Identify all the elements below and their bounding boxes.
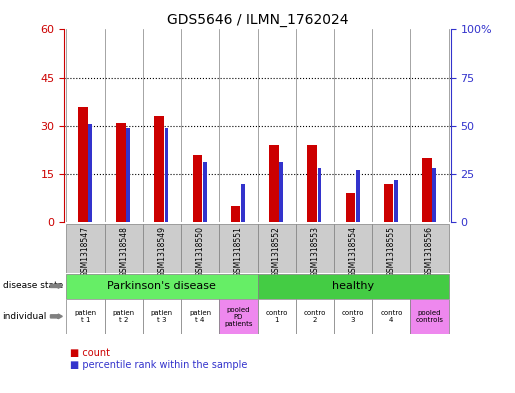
Bar xyxy=(219,224,258,273)
Text: disease state: disease state xyxy=(3,281,63,290)
Bar xyxy=(193,154,202,222)
Bar xyxy=(88,124,92,222)
Text: contro
1: contro 1 xyxy=(265,310,288,323)
Bar xyxy=(126,128,130,222)
Bar xyxy=(66,224,105,273)
Text: GSM1318550: GSM1318550 xyxy=(196,226,204,277)
Text: contro
4: contro 4 xyxy=(380,310,403,323)
Bar xyxy=(78,107,88,222)
Bar xyxy=(269,145,279,222)
Text: GSM1318549: GSM1318549 xyxy=(158,226,166,277)
Bar xyxy=(203,162,207,222)
Bar xyxy=(296,299,334,334)
Text: individual: individual xyxy=(3,312,47,321)
Title: GDS5646 / ILMN_1762024: GDS5646 / ILMN_1762024 xyxy=(167,13,348,27)
Bar xyxy=(241,184,245,222)
Bar xyxy=(307,145,317,222)
Bar xyxy=(334,224,372,273)
Text: contro
3: contro 3 xyxy=(342,310,364,323)
Text: patien
t 2: patien t 2 xyxy=(113,310,135,323)
Bar xyxy=(296,224,334,273)
Bar xyxy=(258,299,296,334)
Bar xyxy=(384,184,393,222)
Text: patien
t 4: patien t 4 xyxy=(189,310,211,323)
Bar xyxy=(105,224,143,273)
Bar xyxy=(154,116,164,222)
Text: GSM1318551: GSM1318551 xyxy=(234,226,243,277)
Bar xyxy=(334,299,372,334)
Bar xyxy=(432,168,436,222)
Text: ■ percentile rank within the sample: ■ percentile rank within the sample xyxy=(70,360,247,369)
Text: GSM1318555: GSM1318555 xyxy=(387,226,396,277)
Bar xyxy=(181,299,219,334)
Bar xyxy=(422,158,432,222)
Text: contro
2: contro 2 xyxy=(304,310,326,323)
Bar xyxy=(258,274,449,299)
Bar xyxy=(318,168,321,222)
Bar xyxy=(66,299,105,334)
Text: GSM1318556: GSM1318556 xyxy=(425,226,434,277)
Bar xyxy=(410,299,449,334)
Bar xyxy=(231,206,241,222)
Bar xyxy=(181,224,219,273)
Bar xyxy=(279,162,283,222)
Text: GSM1318554: GSM1318554 xyxy=(349,226,357,277)
Bar xyxy=(346,193,355,222)
Text: GSM1318548: GSM1318548 xyxy=(119,226,128,277)
Bar xyxy=(219,299,258,334)
Bar xyxy=(410,224,449,273)
Text: patien
t 1: patien t 1 xyxy=(74,310,96,323)
Text: Parkinson's disease: Parkinson's disease xyxy=(108,281,216,291)
Bar xyxy=(372,299,410,334)
Bar xyxy=(394,180,398,222)
Bar xyxy=(165,128,168,222)
Text: patien
t 3: patien t 3 xyxy=(151,310,173,323)
Text: GSM1318547: GSM1318547 xyxy=(81,226,90,277)
Bar xyxy=(105,299,143,334)
Text: pooled
controls: pooled controls xyxy=(416,310,443,323)
Text: GSM1318553: GSM1318553 xyxy=(311,226,319,277)
Bar xyxy=(143,299,181,334)
Bar xyxy=(143,224,181,273)
Bar xyxy=(356,170,359,222)
Text: GSM1318552: GSM1318552 xyxy=(272,226,281,277)
Bar xyxy=(258,224,296,273)
Text: pooled
PD
patients: pooled PD patients xyxy=(224,307,253,327)
Bar xyxy=(116,123,126,222)
Text: healthy: healthy xyxy=(332,281,374,291)
Bar xyxy=(372,224,410,273)
Bar xyxy=(66,274,258,299)
Text: ■ count: ■ count xyxy=(70,348,110,358)
